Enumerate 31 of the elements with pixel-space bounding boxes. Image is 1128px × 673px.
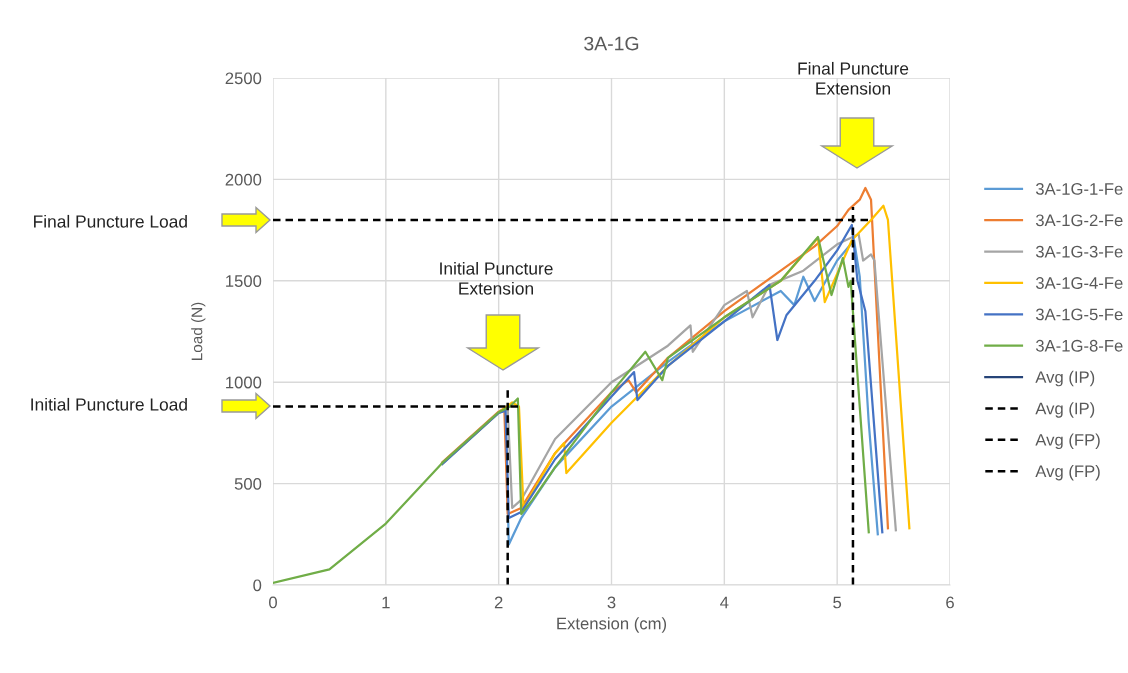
y-axis-title: Load (N)	[191, 302, 206, 360]
y-tick-label: 0	[253, 579, 262, 592]
legend-label: 3A-1G-5-Fe	[1035, 308, 1123, 321]
legend-label: 3A-1G-4-Fe	[1035, 277, 1123, 289]
y-tick-label: 2000	[225, 173, 262, 186]
annotation: Final Puncture Extension	[798, 61, 909, 95]
y-tick-label: 500	[234, 478, 262, 490]
chart-title: 3A-1G	[584, 36, 639, 51]
text: Final Puncture Load	[34, 214, 187, 228]
legend-label: Avg (FP)	[1035, 433, 1100, 450]
x-axis-title: Extension (cm)	[557, 617, 667, 633]
x-tick-label: 5	[833, 596, 842, 609]
y-tick-label: 1500	[226, 275, 262, 287]
x-tick-label: 1	[382, 596, 390, 609]
x-tick-label: 3	[607, 596, 616, 609]
legend-label: 3A-1G-2-Fe	[1035, 214, 1123, 227]
legend-label: Avg (IP)	[1035, 402, 1095, 418]
legend-label: 3A-1G-8-Fe	[1035, 339, 1123, 352]
x-tick-label: 4	[720, 596, 729, 609]
x-tick-label: 2	[494, 596, 503, 609]
legend-label: Avg (FP)	[1035, 464, 1100, 481]
legend-label: 3A-1G-1-Fe	[1035, 183, 1123, 195]
text: Initial Puncture Load	[31, 397, 187, 411]
line-series	[273, 235, 870, 585]
y-tick-label: 2500	[225, 72, 262, 85]
annotation: Initial Puncture Extension	[440, 261, 553, 295]
y-tick-label: 1000	[226, 376, 262, 389]
legend-label: 3A-1G-3-Fe	[1035, 245, 1123, 258]
x-tick-label: 0	[269, 596, 277, 609]
x-tick-label: 6	[946, 596, 954, 609]
legend-label: Avg (IP)	[1035, 370, 1095, 387]
